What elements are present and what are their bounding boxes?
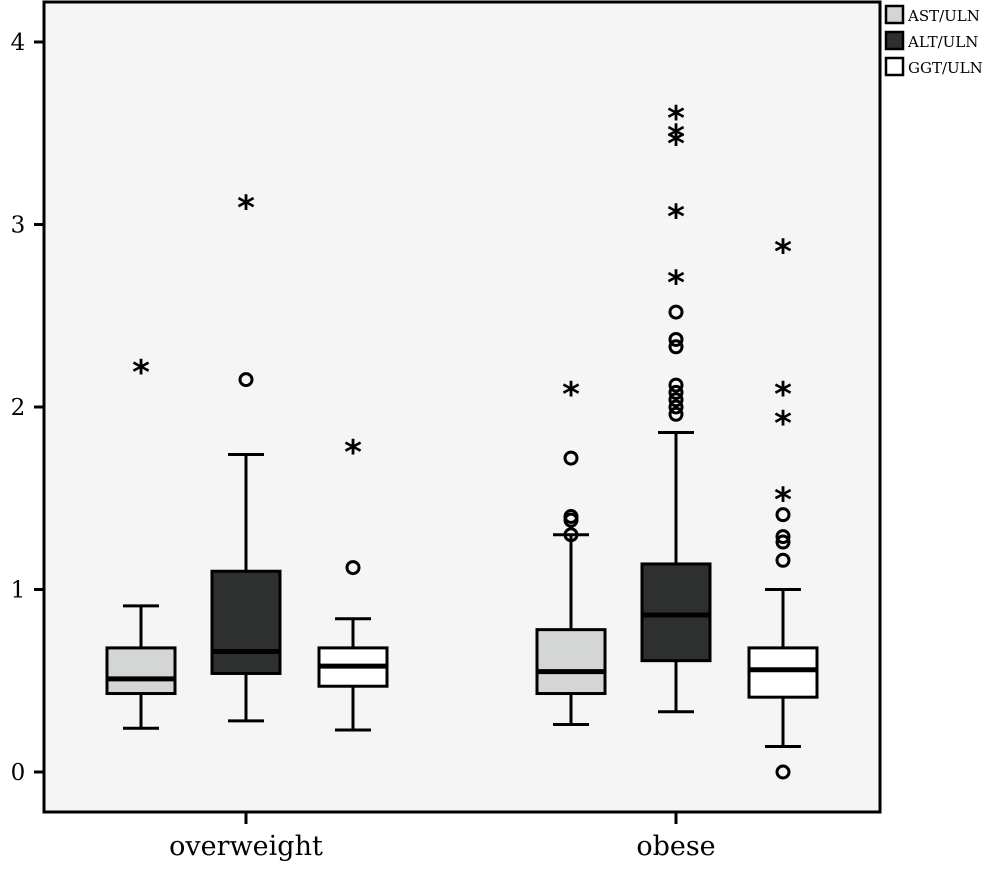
outlier-point [563, 450, 579, 466]
outlier-point [775, 507, 791, 523]
legend-label: ALT/ULN [907, 33, 978, 51]
y-tick-label: 2 [11, 395, 26, 421]
outlier-point [563, 509, 579, 524]
iqr-box [640, 562, 712, 663]
extreme-point: * [667, 99, 685, 139]
extreme-point: * [344, 433, 362, 473]
extreme-point: * [774, 481, 792, 521]
iqr-box [210, 569, 282, 675]
outlier-point [775, 552, 791, 568]
legend-swatch [884, 30, 905, 51]
outlier-point [668, 339, 684, 355]
outlier-point [345, 560, 361, 576]
y-tick-label: 4 [11, 30, 26, 56]
box-ggt-uln-obese: **** [747, 232, 819, 780]
legend-swatch [884, 4, 905, 25]
outlier-point [668, 392, 684, 408]
extreme-point: * [774, 232, 792, 272]
outlier-point [563, 527, 579, 543]
legend-label: GGT/ULN [908, 59, 983, 77]
extreme-point: * [774, 375, 792, 415]
x-tick-label: obese [636, 831, 715, 862]
extreme-point: * [667, 263, 685, 303]
y-tick-label: 3 [11, 213, 26, 239]
y-tick-label: 0 [11, 760, 26, 786]
x-tick-label: overweight [169, 831, 323, 862]
legend-swatch [884, 56, 905, 77]
outlier-point [775, 764, 791, 780]
box-ggt-uln-overweight: * [317, 433, 389, 732]
x-axis: overweight obese [169, 812, 716, 862]
extreme-point: * [667, 198, 685, 238]
outlier-point [775, 529, 791, 545]
legend-label: AST/ULN [907, 7, 980, 25]
outlier-point [668, 399, 684, 415]
box-alt-uln-overweight: * [210, 189, 282, 723]
box-groups: ************* [105, 99, 819, 780]
iqr-box [535, 628, 607, 696]
box-alt-uln-obese: ***** [640, 99, 712, 714]
extreme-point: * [774, 404, 792, 444]
extreme-point: * [667, 117, 685, 157]
legend: AST/ULN ALT/ULN GGT/ULN [884, 4, 983, 77]
outlier-point [668, 304, 684, 320]
box-ast-uln-obese: * [535, 375, 607, 727]
extreme-point: * [237, 189, 255, 229]
extreme-point: * [667, 125, 685, 165]
extreme-point: * [562, 375, 580, 415]
outlier-point [668, 406, 684, 422]
iqr-box [105, 646, 177, 696]
y-axis: 0 1 2 3 4 [11, 30, 44, 786]
outlier-point [668, 331, 684, 347]
box-ast-uln-overweight: * [105, 353, 177, 730]
outlier-point [668, 384, 684, 400]
y-tick-label: 1 [11, 578, 26, 604]
outlier-point [238, 372, 254, 388]
extreme-point: * [132, 353, 150, 393]
outlier-point [775, 534, 791, 550]
outlier-point [668, 377, 684, 393]
iqr-box [747, 646, 819, 699]
plot-area [42, 0, 882, 814]
